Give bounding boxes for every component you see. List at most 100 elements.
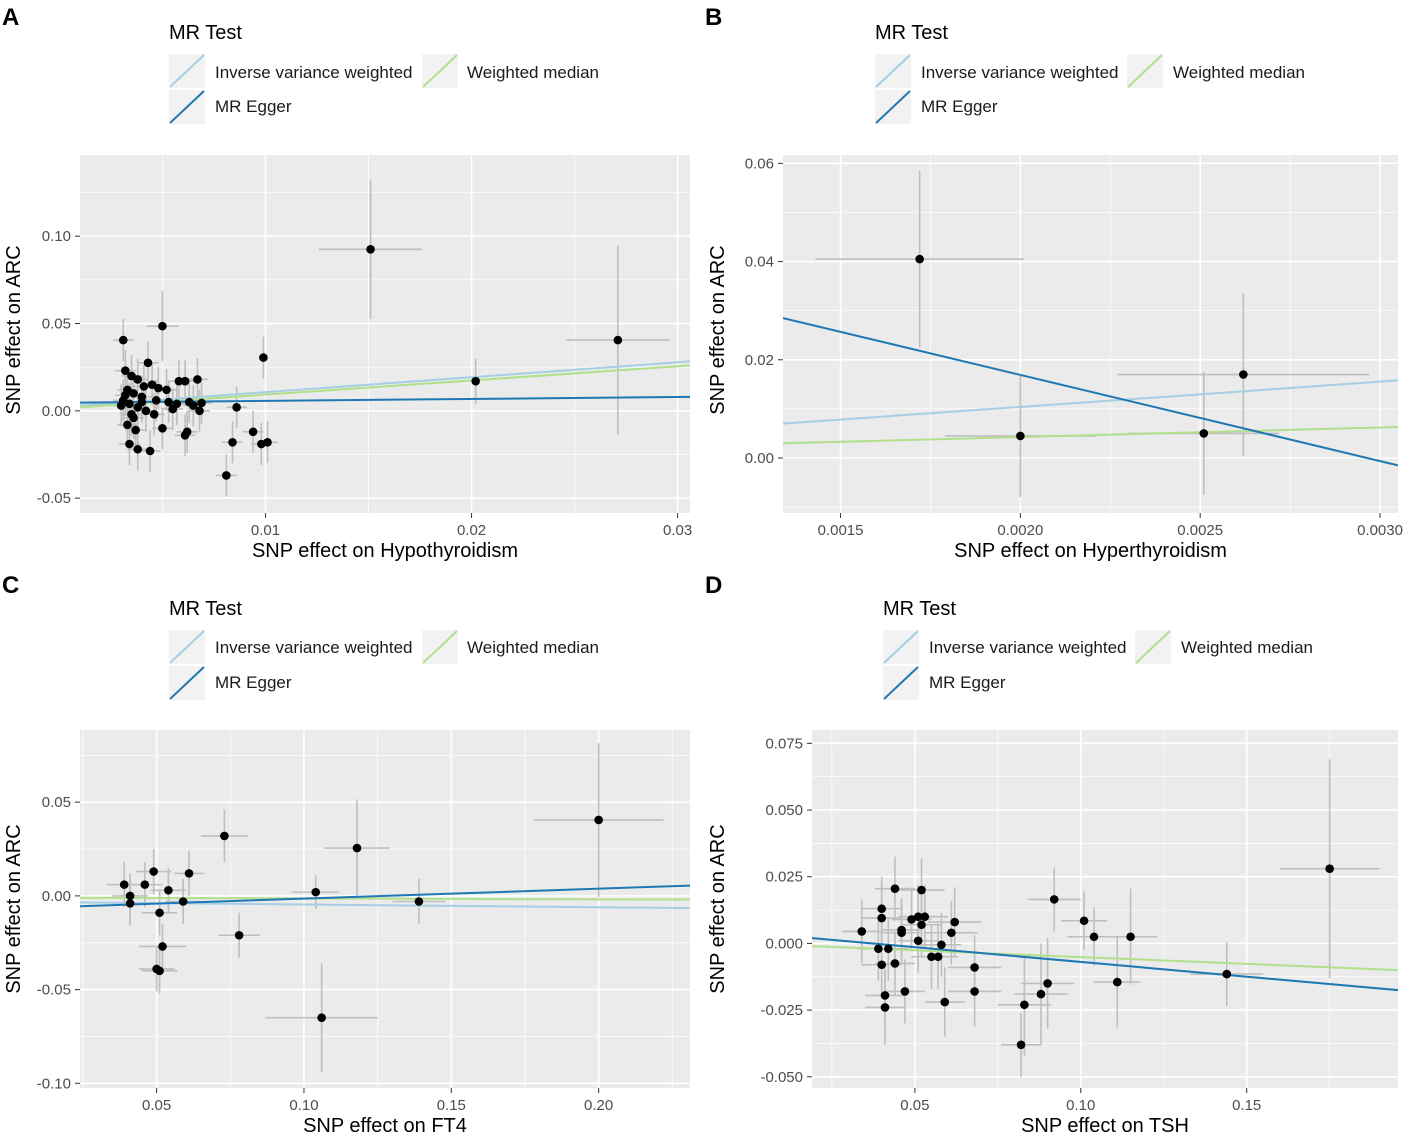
gridlines (812, 730, 1398, 1088)
data-point (880, 991, 890, 1000)
panel-letter-a: A (2, 4, 19, 31)
y-tick-label: -0.025 (760, 1002, 803, 1019)
data-point (890, 884, 900, 894)
plot-panel-b: 0.0015 0.0020 0.0025 0.0030 0.00 0.02 0.04 0.06… (707, 155, 1403, 562)
y-tick-label: 0.05 (42, 316, 71, 333)
data-point (1036, 989, 1046, 999)
data-point (220, 831, 229, 841)
x-axis-title: SNP effect on FT4 (303, 1115, 467, 1135)
legend-title: MR Test (169, 598, 242, 620)
data-point (594, 815, 603, 825)
data-point (234, 930, 244, 940)
data-point (180, 376, 190, 386)
x-tick-label: 0.10 (1066, 1097, 1095, 1114)
data-point (164, 397, 173, 407)
x-tick-label: 0.15 (437, 1097, 466, 1114)
y-tick-label: 0.04 (745, 254, 774, 271)
data-point (913, 912, 923, 922)
legend-key-ivw (169, 54, 205, 88)
data-point (127, 410, 136, 419)
panel-letter-b: B (705, 4, 722, 31)
data-point (933, 952, 943, 962)
gridlines (783, 155, 1398, 513)
legend-d: MR Test Inverse variance weighted MR Egg… (883, 598, 1313, 700)
plot-contents (812, 759, 1398, 1077)
data-point (1089, 932, 1099, 942)
data-point (1126, 932, 1135, 942)
data-point (937, 940, 946, 950)
legend-key-egger (883, 666, 919, 700)
data-point (123, 420, 132, 430)
line-weighted-median (783, 426, 1398, 445)
data-point (125, 899, 135, 908)
data-point (1222, 969, 1232, 979)
y-tick-label: 0.000 (765, 935, 803, 952)
y-tick-label: 0.02 (745, 352, 774, 369)
data-point (174, 376, 184, 386)
y-axis-title: SNP effect on ARC (707, 824, 729, 993)
legend-a: MR Test Inverse variance weighted MR Egg… (169, 22, 599, 124)
data-point (471, 376, 480, 386)
x-axis-title: SNP effect on Hyperthyroidism (954, 540, 1227, 562)
data-point (222, 471, 231, 480)
data-point (125, 399, 134, 409)
data-point (131, 425, 140, 435)
y-axis-title: SNP effect on ARC (707, 245, 729, 414)
data-point (1112, 977, 1122, 987)
legend-title: MR Test (875, 22, 948, 44)
data-point (178, 897, 188, 906)
panel-letter-c: C (2, 572, 19, 599)
legend-key-ivw (169, 630, 205, 664)
data-point (143, 358, 153, 368)
data-point (129, 389, 138, 398)
data-point (121, 366, 130, 375)
y-tick-label: 0.05 (42, 794, 71, 811)
x-tick-label: 0.01 (251, 522, 280, 539)
data-point (172, 399, 182, 409)
data-point (139, 382, 149, 391)
legend-key-ivw (875, 54, 911, 88)
data-point (1016, 431, 1025, 441)
line-ivw (80, 360, 690, 407)
legend-label-egger: MR Egger (921, 97, 998, 116)
data-point (927, 952, 936, 962)
data-point (1043, 979, 1052, 988)
data-point (155, 966, 164, 976)
data-point (263, 437, 272, 447)
panel-background (812, 730, 1398, 1088)
legend-label-egger: MR Egger (215, 97, 292, 116)
data-point (133, 444, 143, 454)
data-point (141, 406, 151, 416)
y-axis-title: SNP effect on ARC (3, 824, 25, 993)
line-weighted-median (80, 364, 690, 409)
legend-key-wm (422, 54, 458, 88)
legend-key-egger (875, 90, 911, 124)
data-point (1239, 370, 1248, 379)
y-tick-label: 0.00 (42, 403, 71, 420)
y-tick-label: 0.10 (42, 228, 71, 245)
legend-label-wm: Weighted median (1181, 638, 1313, 657)
plot-panel-a: 0.01 0.02 0.03 -0.05 0.00 0.05 0.10 SNP effect … (3, 155, 692, 562)
data-point (877, 960, 886, 970)
legend-key-ivw (883, 630, 919, 664)
y-tick-label: 0.00 (42, 888, 71, 905)
plot-contents (80, 743, 690, 1073)
data-point (162, 385, 171, 395)
legend-label-egger: MR Egger (215, 673, 292, 692)
data-point (915, 254, 924, 264)
data-point (189, 401, 198, 410)
data-point (884, 944, 893, 954)
legend-label-wm: Weighted median (467, 638, 599, 657)
x-tick-label: 0.20 (584, 1097, 613, 1114)
data-point (1016, 1040, 1026, 1050)
data-point (228, 437, 237, 447)
x-tick-label: 0.02 (457, 522, 486, 539)
legend-key-wm (1135, 630, 1171, 664)
data-point (248, 427, 258, 437)
data-point (1049, 895, 1059, 904)
data-point (877, 904, 886, 914)
data-point (913, 936, 923, 946)
plot-contents (80, 179, 690, 497)
data-point (917, 885, 926, 895)
